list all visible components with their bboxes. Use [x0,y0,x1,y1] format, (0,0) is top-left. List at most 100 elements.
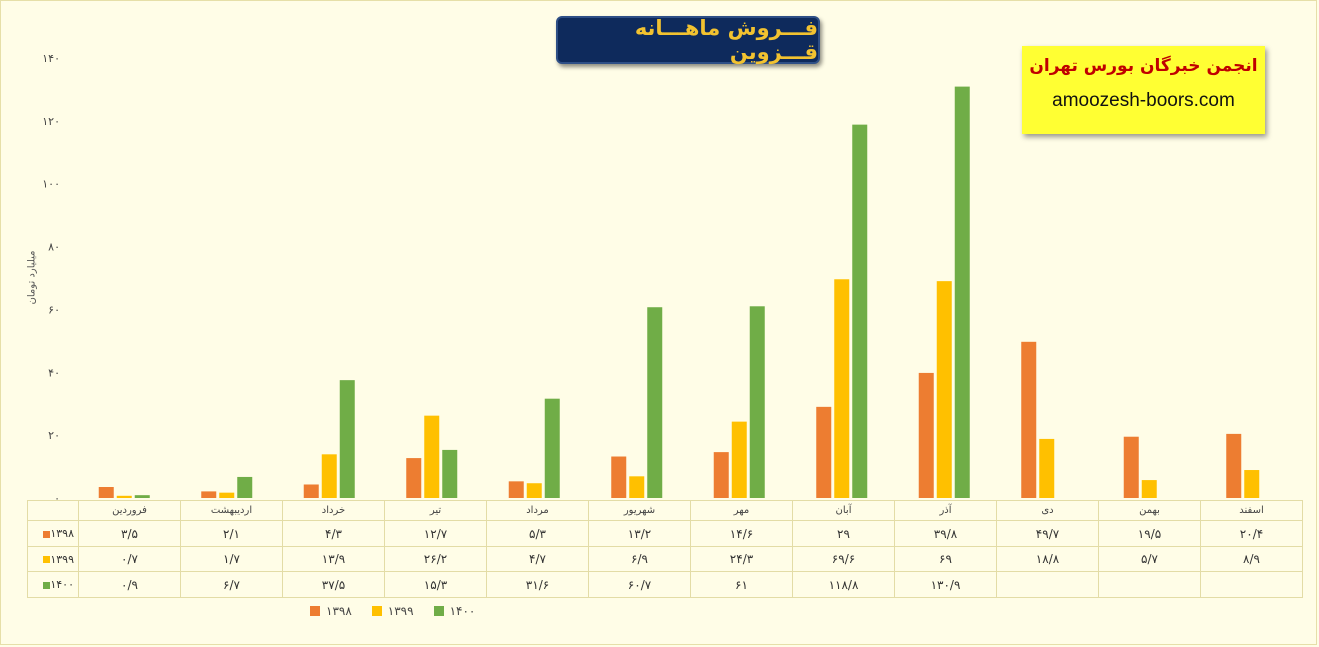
legend-swatch [433,606,444,616]
bar [731,421,747,498]
bar [816,406,832,498]
series-row-1400: ۱۴۰۰ ۰/۹ ۶/۷ ۳۷/۵ ۱۵/۳ ۳۱/۶ ۶۰/۷ ۶۱ ۱۱۸/۸ ۱۳۰/۹ [27,571,1303,598]
data-label: ۳۱/۶ [486,571,589,598]
table-corner [27,499,79,522]
bar [713,452,729,498]
y-tick-label: ۲۰ [48,429,60,442]
data-label: ۳۷/۵ [282,571,385,598]
bar [749,306,765,498]
y-tick-label: ۱۴۰ [42,52,60,65]
bar [237,476,253,498]
data-label: ۱۳/۲ [588,520,691,547]
bar [918,372,934,498]
data-label: ۶۱ [690,571,793,598]
category-row: فروردین اردیبهشت خرداد تیر مرداد شهریور مهر آبا… [27,499,1303,522]
data-label [1200,571,1303,598]
bar [1021,341,1037,498]
data-label [996,571,1099,598]
bar [954,86,970,498]
legend-swatch [371,606,382,616]
category-label: بهمن [1098,499,1201,522]
y-tick-label: ۸۰ [48,241,60,254]
data-label: ۱۱۸/۸ [792,571,895,598]
legend: ۱۳۹۸ ۱۳۹۹ ۱۴۰۰ [310,604,475,618]
bar [201,491,217,498]
data-label: ۳/۵ [78,520,181,547]
data-label: ۱۸/۸ [996,545,1099,573]
data-label: ۶۹/۶ [792,545,895,573]
bar [1039,438,1055,498]
legend-swatch [310,606,320,616]
category-label: شهریور [588,499,691,522]
bar [219,492,235,498]
data-label: ۲۹ [792,520,895,547]
bar [406,458,422,498]
bar [321,454,337,498]
data-label: ۵/۳ [486,520,589,547]
bar [116,495,132,498]
data-label: ۶۰/۷ [588,571,691,598]
data-label: ۴/۳ [282,520,385,547]
data-label: ۲۴/۳ [690,545,793,573]
bar [629,476,645,498]
bar [1141,480,1157,498]
y-tick-label: ۴۰ [48,366,60,379]
bar [424,415,440,498]
bar [442,449,458,498]
bar [303,484,319,498]
data-label [1098,571,1201,598]
bar [1244,470,1260,498]
legend-item: ۱۴۰۰ [433,604,476,618]
data-label: ۰/۹ [78,571,181,598]
data-label: ۱۹/۵ [1098,520,1201,547]
y-tick-label: ۱۲۰ [42,115,60,128]
bar [508,481,524,498]
y-tick-label: ۰ [54,492,60,505]
series-key: ۱۳۹۸ [27,520,79,547]
series-name: ۱۳۹۹ [50,552,74,566]
data-label: ۱۳/۹ [282,545,385,573]
legend-label: ۱۴۰۰ [449,604,476,618]
y-tick-label: ۶۰ [48,303,60,316]
bar [1226,433,1242,498]
data-label: ۴۹/۷ [996,520,1099,547]
data-label: ۵/۷ [1098,545,1201,573]
brand-box: انجمن خبرگان بورس تهران amoozesh-boors.c… [1022,46,1265,134]
bar [98,487,114,498]
bar [526,483,542,498]
y-tick-label: ۱۰۰ [42,178,60,191]
category-label: اسفند [1200,499,1303,522]
bar [834,279,850,498]
series-row-1399: ۱۳۹۹ ۰/۷ ۱/۷ ۱۳/۹ ۲۶/۲ ۴/۷ ۶/۹ ۲۴/۳ ۶۹/۶ ۶۹ ۱۸/۸ ۵/… [27,545,1303,573]
series-key: ۱۴۰۰ [27,571,79,598]
bar [936,281,952,498]
series-swatch [43,581,51,589]
category-label: مرداد [486,499,589,522]
legend-label: ۱۳۹۸ [326,604,352,618]
data-label: ۱۲/۷ [384,520,487,547]
category-label: خرداد [282,499,385,522]
category-label: آذر [894,499,997,522]
brand-name: انجمن خبرگان بورس تهران [1029,56,1258,76]
data-label: ۲/۱ [180,520,283,547]
data-label: ۰/۷ [78,545,181,573]
bar [134,495,150,498]
bar [339,380,355,498]
data-label: ۱/۷ [180,545,283,573]
category-label: تیر [384,499,487,522]
bar [1123,436,1139,498]
series-row-1398: ۱۳۹۸ ۳/۵ ۲/۱ ۴/۳ ۱۲/۷ ۵/۳ ۱۳/۲ ۱۴/۶ ۲۹ ۳۹/۸ ۴۹/۷ ۱۹… [27,520,1303,547]
data-label: ۸/۹ [1200,545,1303,573]
data-label: ۱۵/۳ [384,571,487,598]
series-swatch [43,530,51,538]
y-axis-label: میلیارد تومان [26,250,38,305]
bar [647,307,663,498]
legend-item: ۱۳۹۸ [310,604,352,618]
category-label: مهر [690,499,793,522]
data-label: ۶۹ [894,545,997,573]
series-name: ۱۴۰۰ [50,578,74,592]
series-key: ۱۳۹۹ [27,545,79,573]
chart-title-box: فـــروش ماهـــانه قـــزوین [556,16,820,64]
